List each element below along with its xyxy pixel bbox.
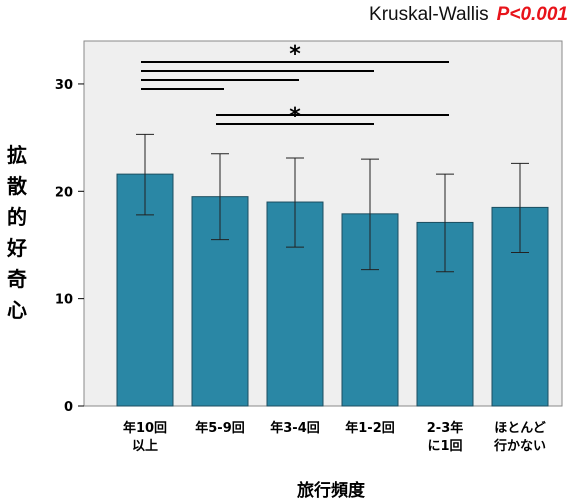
y-tick-label-3: 30 — [55, 78, 73, 93]
x-tick-label-5-0: ほとんど — [494, 421, 546, 436]
chart-title: Kruskal-Wallis P<0.001 — [0, 4, 568, 26]
x-tick-label-4-0: 2-3年 — [427, 420, 464, 436]
x-tick-label-3-0: 年1-2回 — [345, 420, 395, 436]
y-axis-label-char-2: 的 — [7, 205, 27, 229]
y-axis-label-char-1: 散 — [7, 174, 27, 198]
x-axis-label: 旅行頻度 — [297, 481, 365, 501]
x-tick-label-1-0: 年5-9回 — [195, 420, 245, 436]
y-tick-label-1: 10 — [55, 293, 73, 308]
x-tick-label-5-1: 行かない — [493, 438, 546, 454]
p-value-label: P<0.001 — [496, 4, 568, 25]
significance-mark-0: * — [289, 42, 301, 67]
y-tick-label-0: 0 — [64, 400, 73, 415]
significance-mark-5: * — [289, 104, 301, 129]
y-tick-label-2: 20 — [55, 185, 73, 200]
y-axis-label-char-5: 心 — [7, 298, 27, 322]
chart-title-text: Kruskal-Wallis — [369, 4, 489, 25]
x-tick-label-2-0: 年3-4回 — [270, 420, 320, 436]
y-axis-label: 拡散的好奇心 — [6, 140, 28, 326]
x-tick-label-4-1: に1回 — [427, 439, 462, 454]
x-tick-label-0-1: 以上 — [132, 439, 158, 454]
y-axis-label-char-3: 好 — [7, 236, 27, 260]
y-axis-label-char-4: 奇 — [7, 267, 27, 291]
x-tick-label-0-0: 年10回 — [123, 420, 167, 436]
y-axis-label-char-0: 拡 — [7, 143, 27, 167]
